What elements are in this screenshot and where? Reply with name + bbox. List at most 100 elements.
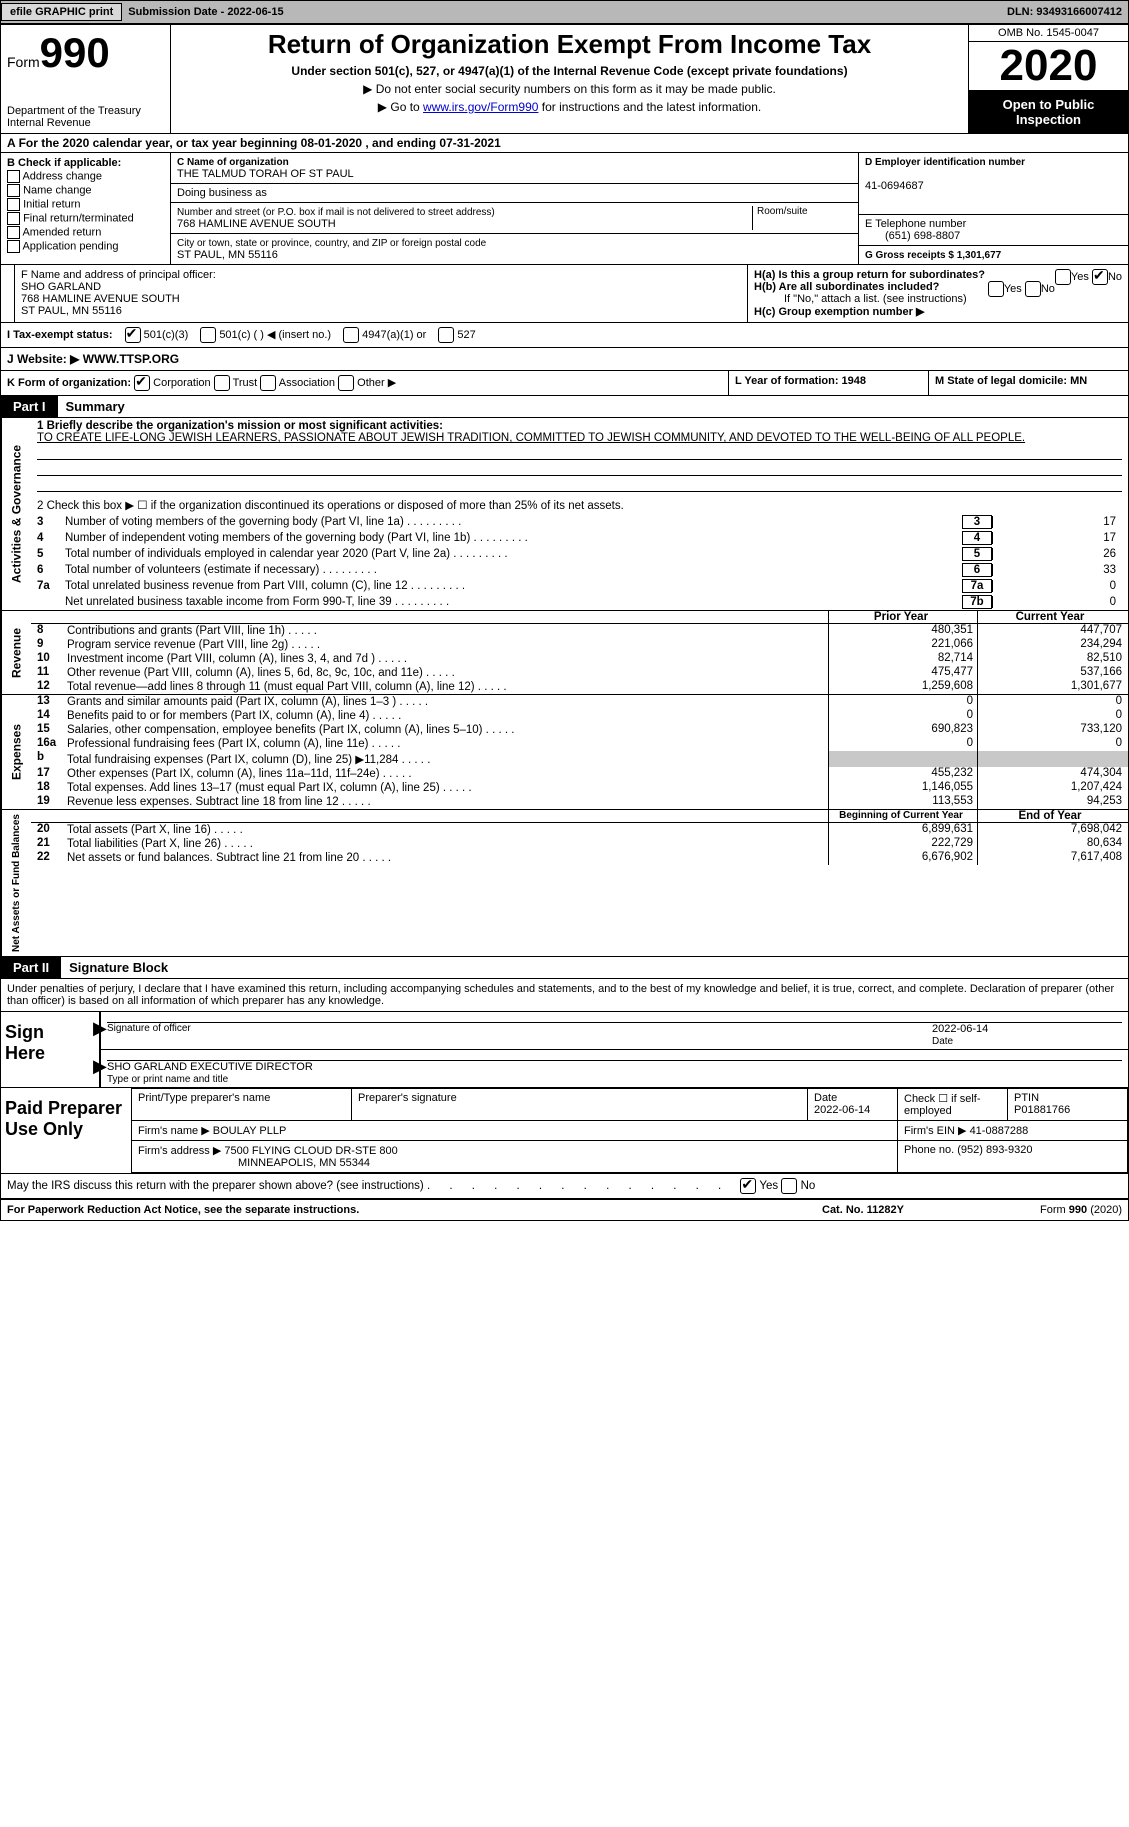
form990-link[interactable]: www.irs.gov/Form990	[423, 100, 538, 114]
mission-text: TO CREATE LIFE-LONG JEWISH LEARNERS, PAS…	[37, 432, 1025, 444]
phone-cell: E Telephone number (651) 698-8807	[859, 215, 1128, 246]
col-b-checkboxes: B Check if applicable: Address change Na…	[1, 153, 171, 264]
street-address: 768 HAMLINE AVENUE SOUTH	[177, 218, 336, 230]
chk-address-change[interactable]: Address change	[7, 170, 164, 183]
prep-date-header: Date	[814, 1092, 837, 1104]
declaration: Under penalties of perjury, I declare th…	[1, 979, 1128, 1012]
no-2: No	[1041, 283, 1055, 295]
form-note-1: ▶ Do not enter social security numbers o…	[179, 82, 960, 96]
hc-label: H(c) Group exemption number ▶	[754, 306, 924, 318]
preparer-table: Print/Type preparer's name Preparer's si…	[131, 1088, 1128, 1173]
b-label: B Check if applicable:	[7, 157, 164, 169]
chk-501c[interactable]: 501(c) ( ) ◀ (insert no.)	[200, 327, 331, 343]
chk-app-pending[interactable]: Application pending	[7, 240, 164, 253]
vert-expenses: Expenses	[1, 695, 31, 809]
vert-activities: Activities & Governance	[1, 418, 31, 610]
chk-name-change[interactable]: Name change	[7, 184, 164, 197]
sig-right: ▶ Signature of officer 2022-06-14 Date ▶…	[101, 1012, 1128, 1087]
discuss-yes[interactable]	[740, 1178, 756, 1194]
fin-line: 22Net assets or fund balances. Subtract …	[31, 851, 1128, 865]
part1-title: Summary	[58, 396, 133, 417]
activities-governance-section: Activities & Governance 1 Briefly descri…	[1, 418, 1128, 611]
line1-label: 1 Briefly describe the organization's mi…	[37, 420, 443, 432]
website-value: WWW.TTSP.ORG	[83, 352, 179, 366]
officer-cell: F Name and address of principal officer:…	[15, 265, 748, 322]
f-label: F Name and address of principal officer:	[21, 269, 216, 281]
firm-addr-label: Firm's address ▶	[138, 1145, 221, 1157]
fin-line: 19Revenue less expenses. Subtract line 1…	[31, 795, 1128, 809]
chk-501c3[interactable]: 501(c)(3)	[125, 327, 189, 343]
527-text: 527	[457, 329, 475, 341]
gross-receipts: G Gross receipts $ 1,301,677	[859, 246, 1128, 264]
addr-label: Number and street (or P.O. box if mail i…	[177, 207, 495, 218]
discuss-row: May the IRS discuss this return with the…	[1, 1173, 1128, 1198]
ptin-value: P01881766	[1014, 1104, 1070, 1116]
ein-value: 41-0694687	[865, 180, 924, 192]
city-state-zip: ST PAUL, MN 55116	[177, 249, 278, 261]
firm-ein-label: Firm's EIN ▶	[904, 1125, 967, 1137]
fin-line: 12Total revenue—add lines 8 through 11 (…	[31, 680, 1128, 694]
hc-row: H(c) Group exemption number ▶	[754, 305, 1122, 318]
exp-lines: 13Grants and similar amounts paid (Part …	[31, 695, 1128, 809]
chk-other[interactable]: Other ▶	[338, 377, 396, 389]
d-label: D Employer identification number	[865, 157, 1025, 168]
ha-row: H(a) Is this a group return for subordin…	[754, 269, 1122, 281]
chk-4947[interactable]: 4947(a)(1) or	[343, 327, 426, 343]
form-container: Form990 Department of the Treasury Inter…	[0, 24, 1129, 1221]
fin-line: 9Program service revenue (Part VIII, lin…	[31, 638, 1128, 652]
prep-header-row: Print/Type preparer's name Preparer's si…	[132, 1089, 1128, 1121]
discuss-no[interactable]	[781, 1178, 797, 1194]
k-other: Other ▶	[357, 377, 396, 389]
chk-527[interactable]: 527	[438, 327, 475, 343]
efile-print-button[interactable]: efile GRAPHIC print	[1, 3, 122, 21]
form-990-number: 990	[40, 29, 110, 76]
revenue-section: Revenue Prior Year Current Year 8Contrib…	[1, 611, 1128, 695]
sign-here-label: Sign Here	[1, 1012, 81, 1087]
col-h: H(a) Is this a group return for subordin…	[748, 265, 1128, 322]
net-col-header: Beginning of Current Year End of Year	[31, 810, 1128, 823]
opt-pending: Application pending	[22, 240, 118, 252]
ha-no[interactable]	[1092, 269, 1108, 285]
officer-addr2: ST PAUL, MN 55116	[21, 305, 122, 317]
ha-yes[interactable]	[1055, 269, 1071, 285]
i-label: I Tax-exempt status:	[7, 329, 113, 341]
hb-no[interactable]	[1025, 281, 1041, 297]
dba-cell: Doing business as	[171, 184, 858, 203]
date-label: Date	[932, 1036, 953, 1047]
rev-body: Prior Year Current Year 8Contributions a…	[31, 611, 1128, 694]
chk-assoc[interactable]: Association	[260, 377, 335, 389]
arrow-icon: ▶	[93, 1018, 107, 1039]
chk-initial-return[interactable]: Initial return	[7, 198, 164, 211]
org-name: THE TALMUD TORAH OF ST PAUL	[177, 168, 354, 180]
chk-amended[interactable]: Amended return	[7, 226, 164, 239]
room-suite: Room/suite	[752, 206, 852, 230]
rev-lines: 8Contributions and grants (Part VIII, li…	[31, 624, 1128, 694]
opt-address: Address change	[22, 170, 102, 182]
firm-addr1: 7500 FLYING CLOUD DR-STE 800	[224, 1145, 397, 1157]
part2-badge: Part II	[1, 957, 61, 978]
chk-corp[interactable]: Corporation	[134, 377, 211, 389]
addr-cell: Number and street (or P.O. box if mail i…	[171, 203, 858, 234]
ha-label: H(a) Is this a group return for subordin…	[754, 269, 985, 281]
hb-yes[interactable]	[988, 281, 1004, 297]
officer-addr1: 768 HAMLINE AVENUE SOUTH	[21, 293, 180, 305]
firm-ein: 41-0887288	[970, 1125, 1029, 1137]
blank-line-3	[37, 478, 1122, 492]
form-subtitle: Under section 501(c), 527, or 4947(a)(1)…	[179, 64, 960, 78]
row-k: K Form of organization: Corporation Trus…	[1, 371, 1128, 396]
paid-prep-label: Paid Preparer Use Only	[1, 1088, 131, 1173]
line2: 2 Check this box ▶ ☐ if the organization…	[31, 496, 1128, 514]
vert-net-assets: Net Assets or Fund Balances	[1, 810, 31, 956]
firm-addr-row: Firm's address ▶ 7500 FLYING CLOUD DR-ST…	[132, 1141, 1128, 1173]
sig-date-value: 2022-06-14	[932, 1023, 988, 1035]
vert-revenue: Revenue	[1, 611, 31, 694]
no-1: No	[1108, 271, 1122, 283]
k-corp: Corporation	[153, 377, 210, 389]
type-name-label: Type or print name and title	[107, 1074, 228, 1085]
ein-cell: D Employer identification number 41-0694…	[859, 153, 1128, 215]
net-assets-section: Net Assets or Fund Balances Beginning of…	[1, 810, 1128, 957]
chk-trust[interactable]: Trust	[214, 377, 258, 389]
ptin-header: PTIN	[1014, 1092, 1039, 1104]
prep-date-value: 2022-06-14	[814, 1104, 870, 1116]
chk-final-return[interactable]: Final return/terminated	[7, 212, 164, 225]
